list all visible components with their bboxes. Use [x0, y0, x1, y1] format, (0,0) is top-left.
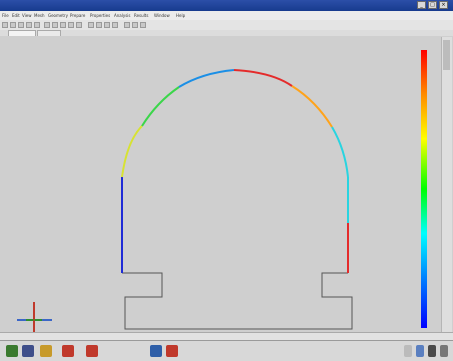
- zoom-out-icon[interactable]: [52, 22, 58, 28]
- arc-segment-right-upper: [291, 85, 333, 128]
- settings-icon[interactable]: [132, 22, 138, 28]
- menu-item-analysis[interactable]: Analysis: [114, 13, 131, 18]
- zoom-in-icon[interactable]: [44, 22, 50, 28]
- contour-icon[interactable]: [104, 22, 110, 28]
- folder-icon[interactable]: [40, 345, 52, 357]
- minimize-button[interactable]: _: [417, 1, 426, 9]
- menu-item-properties[interactable]: Properties: [90, 13, 111, 18]
- undo-icon[interactable]: [26, 22, 32, 28]
- tray-icon[interactable]: [404, 345, 412, 357]
- redo-icon[interactable]: [34, 22, 40, 28]
- help-icon[interactable]: [140, 22, 146, 28]
- select-icon[interactable]: [88, 22, 94, 28]
- monitor-icon[interactable]: [150, 345, 162, 357]
- close-button[interactable]: ×: [439, 1, 448, 9]
- arc-segment-crown: [233, 69, 293, 87]
- vertical-scrollbar[interactable]: [441, 37, 452, 332]
- arc-segment-right-mid: [331, 126, 349, 178]
- menu-item-edit[interactable]: Edit: [12, 13, 20, 18]
- active-app-icon[interactable]: [166, 345, 178, 357]
- arc-segment-left-mid: [141, 86, 180, 127]
- os-taskbar: [0, 340, 453, 361]
- status-bar: [0, 332, 453, 341]
- network-icon[interactable]: [416, 345, 424, 357]
- pdf-icon[interactable]: [62, 345, 74, 357]
- tab-result-view[interactable]: [8, 30, 36, 36]
- fit-view-icon[interactable]: [60, 22, 66, 28]
- tab-geometry-view[interactable]: [37, 30, 61, 36]
- menu-item-help[interactable]: Help: [176, 13, 186, 18]
- tool-icon[interactable]: [86, 345, 98, 357]
- deform-icon[interactable]: [112, 22, 118, 28]
- menu-item-mesh[interactable]: Mesh: [34, 13, 45, 18]
- tunnel-base-outline: [122, 272, 353, 330]
- save-icon[interactable]: [18, 22, 24, 28]
- menu-item-results[interactable]: Results: [134, 13, 149, 18]
- menu-item-window[interactable]: Window: [154, 13, 170, 18]
- menu-item-view[interactable]: View: [22, 13, 32, 18]
- app-icon[interactable]: [22, 345, 34, 357]
- toolbar: [0, 20, 453, 31]
- volume-icon[interactable]: [428, 345, 436, 357]
- measure-icon[interactable]: [96, 22, 102, 28]
- arc-segment-left-lower: [121, 125, 143, 178]
- new-icon[interactable]: [2, 22, 8, 28]
- pan-icon[interactable]: [76, 22, 82, 28]
- axis-triad: [17, 302, 52, 337]
- maximize-button[interactable]: □: [428, 1, 437, 9]
- start-icon[interactable]: [6, 345, 18, 357]
- tunnel-model-svg: [17, 69, 353, 337]
- window-titlebar: _ □ ×: [0, 0, 453, 11]
- document-tabs: [0, 30, 453, 36]
- open-icon[interactable]: [10, 22, 16, 28]
- arc-segment-left-upper: [178, 69, 235, 88]
- graphics-viewport[interactable]: [12, 37, 411, 337]
- window-title: [22, 1, 132, 8]
- print-icon[interactable]: [124, 22, 130, 28]
- menu-item-file[interactable]: File: [2, 13, 9, 18]
- clock-icon: [440, 345, 448, 357]
- menu-item-prepare[interactable]: Prepare: [70, 13, 86, 18]
- rotate-icon[interactable]: [68, 22, 74, 28]
- color-legend-bar: [421, 50, 427, 328]
- menu-item-geometry[interactable]: Geometry: [48, 13, 68, 18]
- scrollbar-thumb[interactable]: [443, 40, 450, 70]
